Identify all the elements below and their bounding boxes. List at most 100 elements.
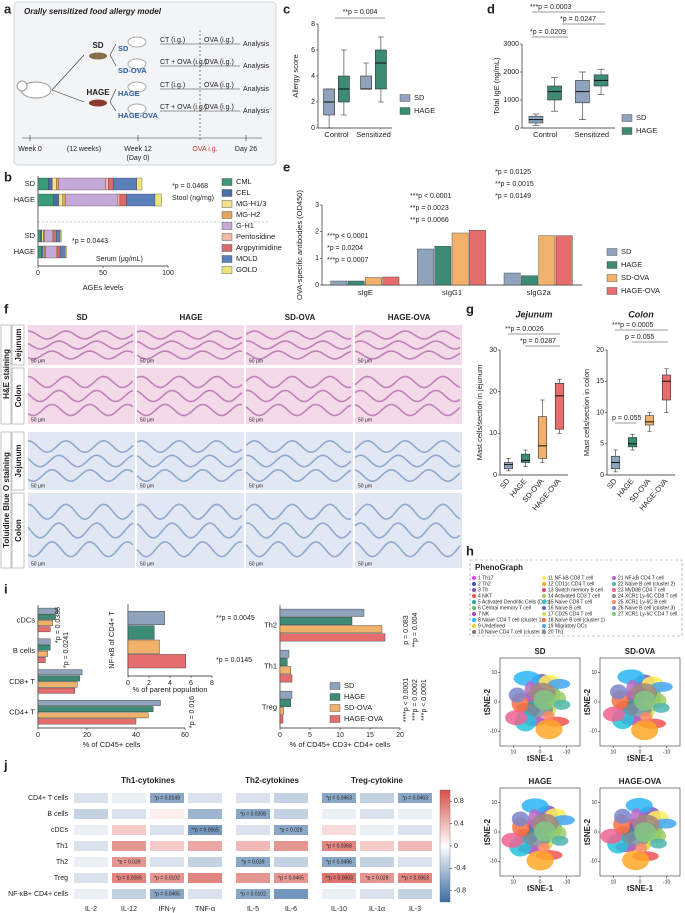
- branch: [109, 88, 117, 103]
- cluster-swatch: [542, 594, 546, 598]
- stain-box: [0, 324, 12, 425]
- challenge: OVA (i.g.): [204, 82, 234, 89]
- heat-cell: [188, 793, 222, 803]
- legend-swatch: [221, 222, 233, 230]
- cell-label: **p = 0.0063: [401, 875, 429, 881]
- y-axis-label: Total IgE (ng/mL): [492, 57, 501, 115]
- colorbar-label: -0.8: [454, 888, 466, 895]
- group-label: HAGE-OVA: [118, 111, 158, 120]
- heat-cell: [150, 793, 184, 803]
- cluster-swatch: [472, 576, 476, 580]
- cell-label: *p = 0.0465: [278, 875, 304, 881]
- tsne-title: HAGE: [528, 777, 552, 786]
- timeline-label: OVA i.g.: [192, 146, 217, 153]
- tissue-texture: [245, 522, 352, 539]
- cluster-cloud: [551, 835, 569, 846]
- treatment: CT + OVA (i.g.): [160, 104, 207, 111]
- bar-segment: [56, 245, 58, 259]
- tissue-texture: [136, 350, 243, 360]
- readout: Analysis: [243, 63, 270, 70]
- heat-cell: [150, 841, 184, 851]
- bar-segment: [37, 177, 49, 191]
- histology-image: [28, 493, 135, 568]
- schematic-frame: [13, 1, 277, 166]
- annotation: Stool (ng/mg): [172, 195, 214, 202]
- category-label: Sensitized: [574, 130, 609, 139]
- y-tick-label: 10: [591, 800, 597, 806]
- annotation: *p = 0.0149: [495, 193, 531, 200]
- x-axis-label: AGEs levels: [83, 283, 124, 292]
- stain-box: [0, 431, 12, 569]
- heat-cell: [322, 889, 356, 899]
- colorbar-label: 0.8: [454, 798, 464, 805]
- treatment: CT (i.g.): [160, 37, 185, 44]
- tissue-texture: [354, 340, 461, 350]
- heat-cell: [236, 809, 270, 819]
- tissue-texture: [136, 330, 243, 340]
- group-title: Th1-cytokines: [121, 776, 175, 785]
- row-label: Colon: [14, 519, 23, 542]
- legend-label: HAGE: [414, 106, 435, 115]
- heat-cell: [274, 841, 308, 851]
- legend-swatch: [621, 127, 633, 135]
- y-tick-label: 5: [600, 441, 604, 448]
- cluster-cloud: [537, 842, 550, 853]
- y-tick-label: 20: [596, 347, 604, 354]
- cell-label: *p = 0.0496: [326, 859, 352, 865]
- cluster-cloud: [631, 720, 659, 741]
- x-tick-label: 100: [162, 270, 174, 277]
- x-tick-label: 10: [511, 879, 517, 885]
- cell-label: *p = 0.0368: [326, 843, 352, 849]
- bar-segment: [113, 177, 137, 191]
- heat-cell: [398, 825, 432, 835]
- cluster-name: 27 XCR1 Ly-6C CD4 T cell: [618, 611, 677, 617]
- bar: [330, 280, 348, 286]
- x-axis-label: % of CD45+ cells: [83, 740, 141, 749]
- tissue-texture: [354, 403, 461, 417]
- annotation: ***p < 0.0001: [327, 233, 369, 240]
- tissue-texture: [245, 375, 352, 389]
- tissue-texture: [245, 439, 352, 454]
- y-axis-label: Allergy score: [291, 54, 300, 97]
- annotation: *p = 0.0386: [55, 607, 62, 643]
- box: [661, 374, 672, 401]
- cluster-cloud: [505, 710, 528, 726]
- category-label: B cells: [13, 646, 35, 655]
- legend-swatch: [329, 715, 341, 723]
- cluster-name: 25 XCR1 Ly-6C B cell: [618, 599, 666, 605]
- y-tick-label: 0: [494, 829, 497, 835]
- cell-label: *p = 0.0065: [116, 875, 142, 881]
- treatment: CT (i.g.): [160, 82, 185, 89]
- legend-label: HAGE-OVA: [621, 286, 660, 295]
- heat-cell: [188, 889, 222, 899]
- cluster-cloud: [513, 670, 541, 686]
- bar-segment: [126, 193, 156, 207]
- bar: [279, 707, 284, 716]
- tissue-texture: [27, 439, 134, 454]
- timeline-label: (12 weeks): [67, 146, 101, 153]
- timeline-label: (Day 0): [127, 155, 150, 162]
- y-tick-label: -10: [590, 729, 597, 735]
- category-label: Th1: [264, 661, 277, 670]
- legend-swatch: [606, 261, 618, 269]
- cluster-name: 15 Naive CD8 T cell: [548, 599, 592, 605]
- column-label: IL-1α: [369, 906, 385, 913]
- legend-label: SD: [414, 93, 425, 102]
- cluster-cloud: [535, 719, 563, 740]
- annotation: *p = 0.0241: [63, 632, 70, 668]
- heat-cell: [112, 889, 146, 899]
- bar-segment: [53, 229, 57, 243]
- row-label: Th2: [56, 859, 68, 866]
- annotation: **p = 0.0026: [505, 326, 544, 333]
- box: [627, 437, 638, 448]
- column-label: IL-2: [85, 906, 97, 913]
- heat-cell: [274, 793, 308, 803]
- category-label: SD: [25, 179, 36, 188]
- annotation: p = 0.055: [625, 334, 654, 341]
- x-tick-label: 0: [36, 732, 40, 739]
- bar: [279, 617, 353, 625]
- category-label: CD4+ T: [9, 708, 35, 717]
- tsne-plot: [602, 669, 673, 741]
- y-tick-label: 3000: [503, 41, 519, 48]
- bar: [521, 275, 538, 286]
